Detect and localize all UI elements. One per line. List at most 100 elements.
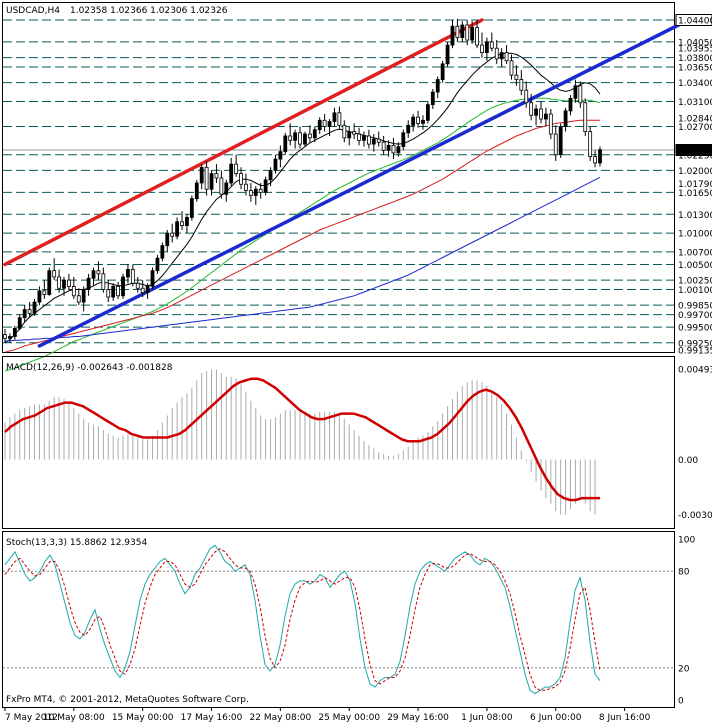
candle-body bbox=[303, 133, 307, 145]
candle-body bbox=[293, 132, 298, 141]
price-tick-label: 1.02250 bbox=[678, 151, 712, 161]
macd-signal-line bbox=[4, 377, 600, 502]
candle-body bbox=[524, 89, 529, 104]
candle-body bbox=[563, 110, 568, 127]
stoch-signal-line bbox=[4, 548, 601, 691]
candle-body bbox=[244, 183, 248, 191]
stoch-panel[interactable]: 100 80 20 0 Stoch(13,3,3) 15.8862 12.9354 F… bbox=[2, 531, 696, 708]
candle-body bbox=[273, 158, 278, 171]
candle-body bbox=[558, 126, 563, 156]
moving-average-line bbox=[4, 97, 601, 372]
candle-body bbox=[430, 91, 435, 106]
candle-body bbox=[194, 182, 199, 200]
candle-body bbox=[160, 245, 165, 259]
candle-body bbox=[62, 279, 66, 289]
stoch-tick-label: 100 bbox=[678, 536, 695, 546]
candle-body bbox=[180, 221, 184, 226]
candle-body bbox=[425, 104, 430, 121]
candle-body bbox=[111, 285, 116, 298]
candle-body bbox=[598, 149, 602, 164]
time-tick-label: 7 May 2012 bbox=[5, 713, 58, 723]
candle-body bbox=[8, 336, 12, 339]
candle-body bbox=[396, 146, 401, 154]
candle-body bbox=[189, 198, 194, 218]
candle-body bbox=[376, 138, 381, 143]
price-tick-label: 1.01790 bbox=[678, 180, 712, 190]
candle-body bbox=[204, 166, 209, 190]
price-tick-label: 1.02000 bbox=[678, 167, 712, 177]
candle-body bbox=[342, 124, 347, 139]
candle-body bbox=[135, 282, 140, 289]
price-tick-label: 1.02840 bbox=[678, 114, 712, 124]
candle-body bbox=[322, 119, 327, 127]
candle-body bbox=[86, 277, 91, 290]
price-tick-label: 1.03100 bbox=[678, 98, 712, 108]
candle-body bbox=[71, 285, 76, 297]
candle-body bbox=[445, 44, 450, 65]
price-tick-label: 0.99850 bbox=[678, 302, 712, 312]
candle-body bbox=[170, 232, 175, 237]
candlesticks bbox=[3, 18, 602, 343]
price-tick-label: 0.99135 bbox=[678, 347, 712, 357]
candle-body bbox=[455, 25, 460, 38]
stoch-tick-label: 20 bbox=[678, 664, 690, 674]
candle-body bbox=[568, 97, 573, 112]
candle-body bbox=[573, 85, 578, 99]
candle-body bbox=[337, 112, 342, 126]
candle-body bbox=[76, 295, 81, 303]
candle-body bbox=[548, 113, 553, 135]
price-tick-label: 0.99250 bbox=[678, 339, 712, 349]
stoch-title: Stoch(13,3,3) 15.8862 12.9354 bbox=[6, 538, 147, 548]
candle-body bbox=[381, 141, 386, 151]
candle-body bbox=[288, 135, 293, 141]
candle-body bbox=[229, 163, 234, 184]
macd-tick-label: -0.00300 bbox=[678, 511, 712, 521]
candle-body bbox=[421, 119, 425, 124]
candle-body bbox=[283, 135, 288, 153]
price-tick-label: 1.04400 bbox=[678, 17, 712, 27]
candle-body bbox=[509, 60, 514, 76]
candle-body bbox=[470, 27, 475, 41]
price-tick-label: 1.01300 bbox=[678, 211, 712, 221]
stoch-panel-frame bbox=[2, 531, 675, 708]
candle-body bbox=[101, 273, 106, 290]
candle-body bbox=[298, 132, 302, 145]
macd-histogram bbox=[4, 369, 596, 515]
candle-body bbox=[465, 24, 470, 41]
macd-panel[interactable]: 0.00493 0.00 -0.00300 MACD(12,26,9) -0.002… bbox=[2, 356, 712, 529]
macd-tick-label: 0.00493 bbox=[678, 365, 712, 375]
time-tick-label: 29 May 16:00 bbox=[387, 713, 449, 723]
price-label-box bbox=[675, 14, 712, 26]
candle-body bbox=[357, 133, 361, 141]
candle-body bbox=[366, 135, 371, 145]
candle-body bbox=[519, 79, 524, 91]
candle-body bbox=[529, 102, 534, 116]
candle-body bbox=[165, 232, 170, 247]
price-panel-frame bbox=[2, 2, 675, 353]
macd-title: MACD(12,26,9) -0.002643 -0.001828 bbox=[6, 363, 173, 373]
moving-average-line bbox=[4, 119, 600, 353]
time-tick-label: 17 May 16:00 bbox=[181, 713, 243, 723]
candle-body bbox=[224, 182, 229, 195]
candle-body bbox=[57, 276, 61, 289]
candle-body bbox=[248, 190, 253, 196]
candle-body bbox=[347, 131, 352, 139]
price-tick-label: 1.03955 bbox=[678, 44, 712, 54]
stoch-tick-label: 0 bbox=[678, 697, 684, 707]
candle-body bbox=[386, 144, 391, 151]
candle-body bbox=[32, 301, 37, 314]
trendline[interactable] bbox=[3, 18, 484, 267]
stoch-lines bbox=[4, 544, 601, 695]
macd-axis: 0.00493 0.00 -0.00300 bbox=[678, 365, 712, 521]
macd-signal bbox=[4, 377, 600, 502]
time-tick-label: 10 May 08:00 bbox=[43, 713, 105, 723]
candle-body bbox=[130, 269, 135, 284]
candle-body bbox=[504, 52, 509, 62]
macd-panel-frame bbox=[2, 356, 675, 529]
candle-body bbox=[253, 188, 258, 196]
